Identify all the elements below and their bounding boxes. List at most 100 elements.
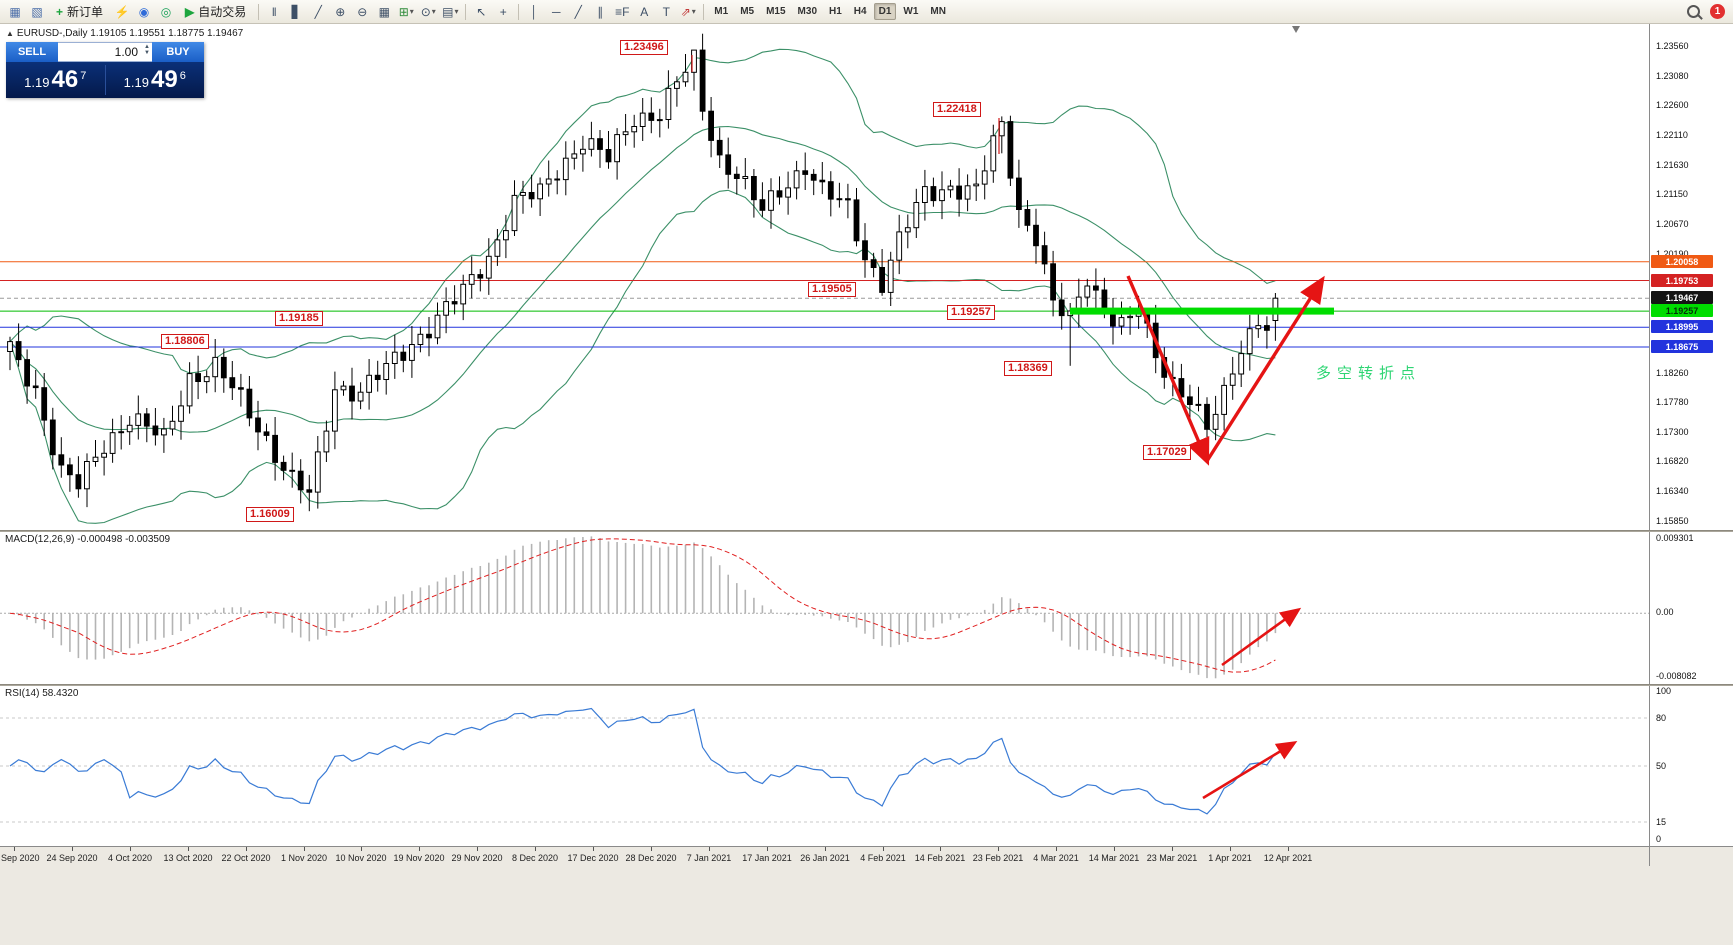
new-chart-icon[interactable]: ▦ (9, 4, 21, 19)
date-label: 14 Feb 2021 (914, 853, 966, 863)
price-tick: 1.15850 (1656, 516, 1689, 526)
panel-splitter[interactable] (0, 530, 1733, 532)
macd-canvas[interactable] (0, 532, 1650, 684)
toolbar-tools-group: ‖ ▋ ╱ ⊕ ⊖ ▦ ⊞ ▾ ⊙ ▾ ▤ ▾ ↖ + │ ─ ╱ ∥ ≡F A T ⇗ ▾ M1 M5 M15 M30 H1 H4 D1… (254, 3, 952, 21)
cursor-icon[interactable]: ↖ (476, 4, 487, 19)
fibonacci-icon[interactable]: ≡F (615, 4, 630, 19)
date-label: 22 Oct 2020 (221, 853, 271, 863)
macd-axis-top: 0.009301 (1656, 533, 1694, 543)
price-level-badge: 1.19753 (1651, 274, 1713, 287)
rsi-tick: 50 (1656, 761, 1667, 771)
volume-spinner[interactable]: ▲ ▼ (144, 44, 150, 56)
timeframe-m30[interactable]: M30 (797, 6, 817, 17)
time-tick (1230, 847, 1231, 851)
rsi-tick: 80 (1656, 713, 1667, 723)
trendline-icon[interactable]: ╱ (574, 4, 582, 19)
text-icon[interactable]: A (640, 4, 649, 19)
timeframe-d1[interactable]: D1 (873, 3, 897, 20)
volume-input[interactable]: 1.00 ▲ ▼ (58, 42, 152, 62)
buy-button[interactable]: BUY (152, 42, 204, 62)
timeframe-m1[interactable]: M1 (714, 6, 729, 17)
rsi-canvas[interactable] (0, 686, 1650, 846)
price-tick: 1.17300 (1656, 427, 1689, 437)
search-icon[interactable] (1687, 5, 1700, 18)
price-level-badge: 1.20058 (1651, 255, 1713, 268)
time-tick (593, 847, 594, 851)
date-label: 29 Nov 2020 (451, 853, 503, 863)
horizontal-line-icon[interactable]: ─ (552, 4, 561, 19)
timeframe-m5[interactable]: M5 (740, 6, 755, 17)
time-tick (304, 847, 305, 851)
market-icon[interactable]: ◎ (160, 4, 172, 19)
tile-windows-icon[interactable]: ▦ (378, 4, 390, 19)
templates-icon[interactable]: ▤ ▾ (442, 4, 459, 19)
time-tick (1056, 847, 1057, 851)
new-order-button[interactable]: + 新订单 (50, 3, 109, 21)
date-label: 23 Feb 2021 (972, 853, 1024, 863)
time-tick (883, 847, 884, 851)
chevron-down-icon: ▾ (691, 7, 696, 16)
one-click-trading-widget: SELL 1.00 ▲ ▼ BUY 1.19 46 7 1.19 49 6 (6, 42, 204, 98)
timeframe-h4[interactable]: H4 (853, 6, 867, 17)
time-tick (14, 847, 15, 851)
macd-axis[interactable]: 0.009301 0.00 -0.008082 (1649, 532, 1733, 684)
time-tick (130, 847, 131, 851)
time-tick (72, 847, 73, 851)
sell-button[interactable]: SELL (6, 42, 58, 62)
timeframe-w1[interactable]: W1 (903, 6, 919, 17)
buy-price[interactable]: 1.19 49 6 (123, 66, 186, 93)
main-chart-panel: 1.23496 1.22418 1.19505 1.19257 1.19185 1.188… (0, 24, 1733, 530)
date-label: 26 Jan 2021 (800, 853, 850, 863)
channel-icon[interactable]: ∥ (597, 4, 604, 19)
rsi-axis[interactable]: 100 80 50 15 0 (1649, 686, 1733, 846)
timeframe-m15[interactable]: M15 (766, 6, 786, 17)
timeframe-h1[interactable]: H1 (829, 6, 842, 17)
vertical-line-icon[interactable]: │ (530, 4, 539, 19)
date-label: 24 Sep 2020 (46, 853, 98, 863)
timeframe-mn[interactable]: MN (930, 6, 946, 17)
community-icon[interactable]: ◉ (138, 4, 150, 19)
ohlc-bars-icon[interactable]: ‖ (271, 4, 277, 19)
arrows-tool-icon[interactable]: ⇗ ▾ (680, 4, 696, 19)
autotrading-label: 自动交易 (198, 5, 247, 19)
notification-badge[interactable]: 1 (1710, 4, 1725, 19)
zoom-in-icon[interactable]: ⊕ (335, 4, 346, 19)
date-label: 12 Apr 2021 (1263, 853, 1313, 863)
price-tick: 1.23080 (1656, 71, 1689, 81)
price-tick: 1.16820 (1656, 456, 1689, 466)
price-axis[interactable]: 1.23560 1.23080 1.22600 1.22110 1.21630 1.211… (1649, 24, 1733, 530)
zoom-out-icon[interactable]: ⊖ (357, 4, 368, 19)
date-label: 17 Jan 2021 (742, 853, 792, 863)
toolbar-right-group: 1 (1687, 4, 1729, 19)
crosshair-icon[interactable]: + (499, 4, 507, 19)
date-label: 10 Nov 2020 (335, 853, 387, 863)
time-tick (1288, 847, 1289, 851)
linechart-icon[interactable]: ╱ (314, 4, 322, 19)
time-tick (1172, 847, 1173, 851)
date-label: 1 Nov 2020 (280, 853, 328, 863)
time-tick (535, 847, 536, 851)
toolbar-separator (518, 3, 520, 20)
label-icon[interactable]: T (662, 4, 670, 19)
chevron-down-icon: ▾ (431, 7, 436, 16)
panel-splitter[interactable] (0, 684, 1733, 686)
periods-icon[interactable]: ⊙ ▾ (420, 4, 436, 19)
chevron-down-icon: ▾ (409, 7, 414, 16)
price-chart-canvas[interactable] (0, 24, 1650, 530)
macd-axis-zero: 0.00 (1656, 607, 1674, 617)
autotrading-button[interactable]: ▶ 自动交易 (179, 3, 252, 21)
macd-panel: MACD(12,26,9) -0.000498 -0.003509 0.0093… (0, 532, 1733, 684)
main-toolbar: ▦ ▧ + 新订单 ⚡ ◉ ◎ ▶ 自动交易 ‖ ▋ ╱ ⊕ ⊖ ▦ ⊞ ▾ ⊙ ▾ ▤ ▾ ↖ + │ ─ ╱ ∥ ≡F… (0, 0, 1733, 24)
profiles-icon[interactable]: ▧ (31, 4, 43, 19)
date-label: 7 Jan 2021 (686, 853, 732, 863)
time-axis[interactable]: 15 Sep 2020 24 Sep 2020 4 Oct 2020 13 Oct 2… (0, 846, 1733, 866)
indicators-icon[interactable]: ⊞ ▾ (398, 4, 414, 19)
time-tick (998, 847, 999, 851)
sell-price[interactable]: 1.19 46 7 (24, 66, 87, 93)
rsi-tick: 100 (1656, 686, 1672, 696)
date-label: 8 Dec 2020 (511, 853, 559, 863)
time-tick (1114, 847, 1115, 851)
alerts-icon[interactable]: ⚡ (114, 4, 130, 19)
symbol-marker-icon: ▲ (6, 29, 14, 38)
candlestick-icon[interactable]: ▋ (291, 4, 301, 19)
